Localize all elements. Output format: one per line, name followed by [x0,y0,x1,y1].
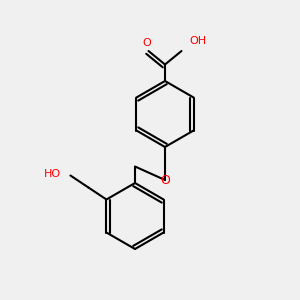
Text: O: O [160,173,170,187]
Text: HO: HO [44,169,62,179]
Text: O: O [142,38,152,48]
Text: OH: OH [189,37,206,46]
